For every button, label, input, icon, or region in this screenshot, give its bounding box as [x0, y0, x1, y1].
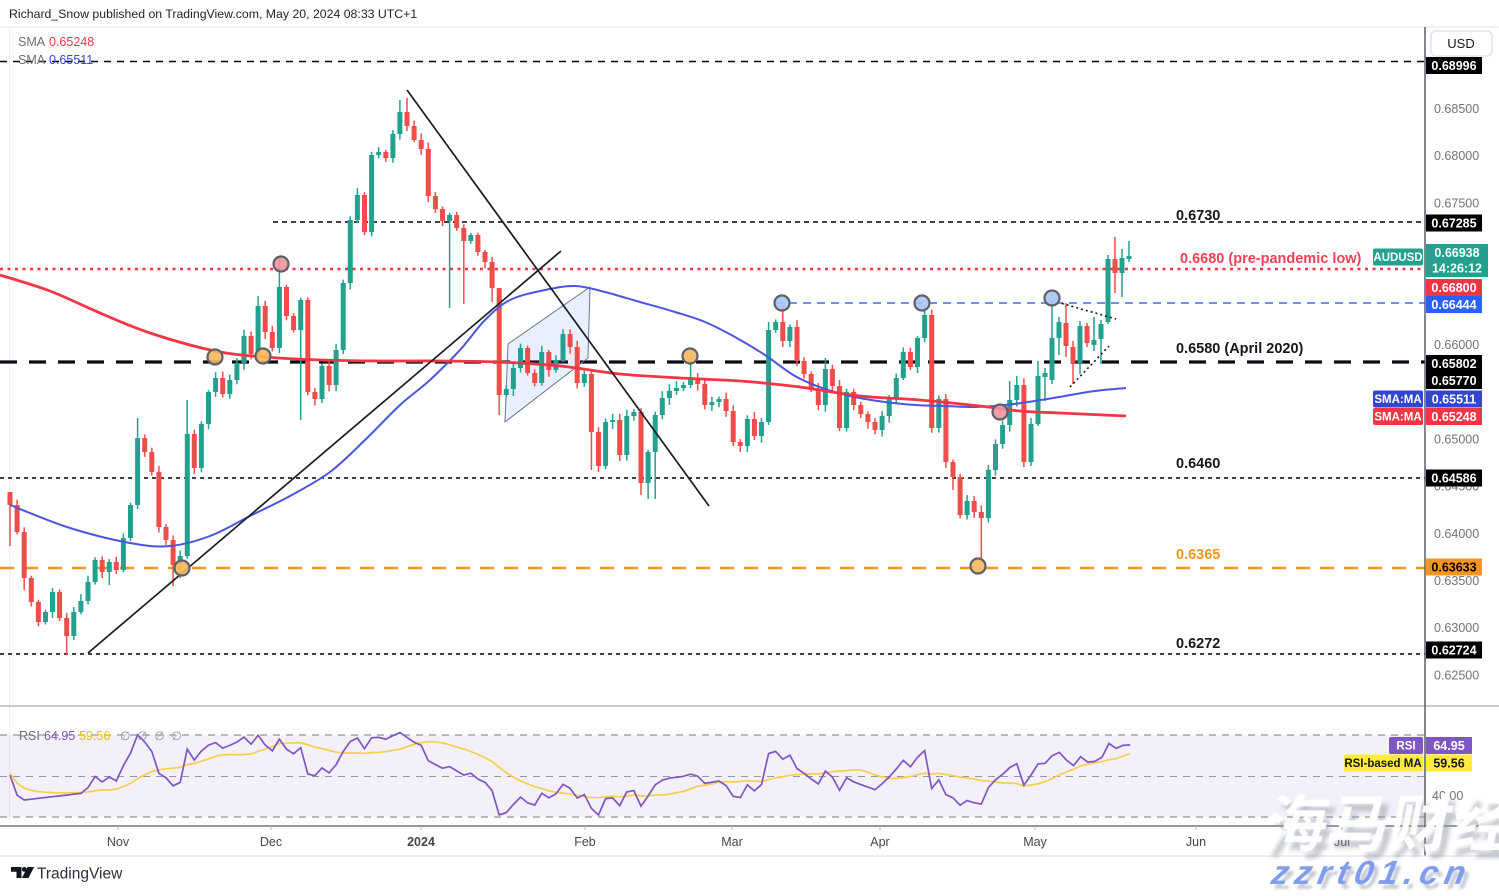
svg-text:0.6272: 0.6272 [1176, 636, 1220, 652]
svg-text:0.68500: 0.68500 [1434, 102, 1479, 116]
svg-text:0.63633: 0.63633 [1431, 560, 1476, 574]
svg-text:AUDUSD: AUDUSD [1373, 252, 1422, 264]
svg-text:TradingView: TradingView [37, 866, 123, 883]
svg-text:Nov: Nov [107, 835, 130, 849]
svg-text:SMA: SMA [18, 53, 46, 67]
svg-text:∅ ∅ ∅ ∅: ∅ ∅ ∅ ∅ [120, 729, 182, 743]
svg-text:2024: 2024 [407, 835, 435, 849]
svg-text:0.65802: 0.65802 [1431, 357, 1476, 371]
svg-text:RSI: RSI [19, 729, 40, 743]
svg-text:0.64000: 0.64000 [1434, 527, 1479, 541]
svg-text:0.64586: 0.64586 [1431, 471, 1476, 485]
svg-text:0.66444: 0.66444 [1431, 298, 1476, 312]
svg-text:0.63000: 0.63000 [1434, 621, 1479, 635]
svg-text:0.65511: 0.65511 [1432, 392, 1477, 406]
svg-text:0.65511: 0.65511 [49, 53, 93, 67]
svg-text:zzrt01.cn: zzrt01.cn [1271, 859, 1479, 891]
svg-text:SMA:MA: SMA:MA [1374, 394, 1421, 406]
svg-text:0.62500: 0.62500 [1434, 668, 1479, 682]
svg-text:Jun: Jun [1186, 835, 1206, 849]
svg-text:0.6680 (pre-pandemic low): 0.6680 (pre-pandemic low) [1180, 251, 1361, 267]
svg-text:0.65000: 0.65000 [1434, 432, 1479, 446]
svg-text:0.6580 (April 2020): 0.6580 (April 2020) [1176, 341, 1304, 357]
svg-text:Mar: Mar [721, 835, 743, 849]
svg-text:59.56: 59.56 [79, 729, 110, 743]
svg-text:64.95: 64.95 [1433, 739, 1464, 753]
svg-text:14:26:12: 14:26:12 [1432, 262, 1482, 276]
svg-text:Dec: Dec [260, 835, 282, 849]
svg-text:RSI-based MA: RSI-based MA [1344, 758, 1421, 770]
svg-text:Apr: Apr [870, 835, 889, 849]
svg-text:0.62724: 0.62724 [1431, 643, 1476, 657]
svg-text:0.67285: 0.67285 [1431, 216, 1476, 230]
svg-text:0.65770: 0.65770 [1431, 374, 1476, 388]
svg-text:0.68000: 0.68000 [1434, 149, 1479, 163]
svg-text:RSI: RSI [1396, 741, 1415, 753]
svg-text:SMA:MA: SMA:MA [1374, 412, 1421, 424]
svg-text:Feb: Feb [574, 835, 596, 849]
svg-text:0.66938: 0.66938 [1434, 246, 1479, 260]
svg-text:0.6730: 0.6730 [1176, 208, 1220, 224]
svg-text:May: May [1023, 835, 1047, 849]
svg-text:0.67500: 0.67500 [1434, 196, 1479, 210]
svg-text:Richard_Snow published on Trad: Richard_Snow published on TradingView.co… [9, 7, 417, 21]
svg-text:zzrt01.cn: zzrt01.cn [1267, 854, 1475, 891]
svg-text:59.56: 59.56 [1433, 756, 1464, 770]
svg-text:0.63500: 0.63500 [1434, 574, 1479, 588]
svg-text:SMA: SMA [18, 35, 46, 49]
svg-text:64.95: 64.95 [44, 729, 75, 743]
svg-text:0.6460: 0.6460 [1176, 456, 1220, 472]
svg-text:0.66000: 0.66000 [1434, 338, 1479, 352]
svg-text:0.6365: 0.6365 [1176, 547, 1220, 563]
svg-text:0.65248: 0.65248 [1431, 410, 1476, 424]
svg-text:0.65248: 0.65248 [49, 35, 94, 49]
svg-text:0.66800: 0.66800 [1431, 281, 1476, 295]
svg-text:0.68996: 0.68996 [1431, 59, 1476, 73]
svg-text:USD: USD [1447, 36, 1474, 51]
